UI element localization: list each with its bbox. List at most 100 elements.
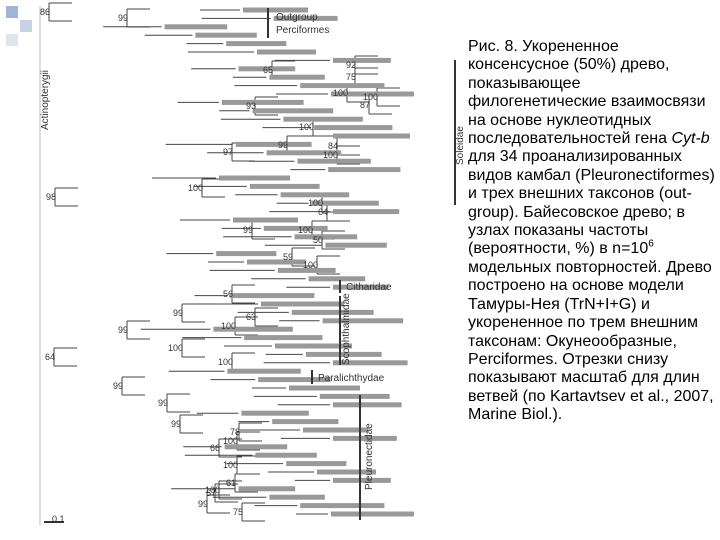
species-label [317, 469, 376, 475]
caption-text: Рис. 8. Укорененное консенсусное (50%) д… [468, 38, 706, 148]
species-label [269, 494, 325, 500]
species-label [289, 385, 360, 391]
species-label [272, 419, 339, 425]
species-label [300, 83, 385, 89]
species-label [226, 41, 287, 47]
support-value: 75 [346, 72, 356, 82]
support-value: 63 [246, 312, 256, 322]
support-value: 59 [283, 252, 293, 262]
species-label [227, 368, 301, 374]
support-value: 93 [246, 101, 256, 111]
species-label [314, 125, 393, 131]
support-value: 100 [205, 485, 220, 495]
support-value: 99 [198, 499, 208, 509]
species-label [238, 66, 296, 72]
species-label [297, 158, 371, 164]
support-value: 66 [210, 443, 220, 453]
group-label: Actinopterygii [40, 70, 51, 130]
support-value: 100 [221, 321, 236, 331]
support-value: 100 [223, 460, 238, 470]
species-label [243, 7, 308, 13]
support-value: 92 [346, 60, 356, 70]
support-value: 97 [223, 147, 233, 157]
species-label [221, 99, 304, 105]
species-label [258, 377, 331, 383]
support-value: 100 [168, 343, 183, 353]
caption-text: модельных повторностей. Древо построено … [468, 258, 714, 424]
species-label [261, 301, 344, 307]
support-value: 100 [218, 357, 233, 367]
species-label [249, 183, 320, 189]
species-label [235, 141, 312, 147]
species-label [238, 486, 296, 492]
species-label [244, 335, 323, 341]
species-label [305, 351, 382, 357]
species-label [277, 267, 336, 273]
group-label: Outgroup [276, 12, 318, 23]
species-label [303, 427, 368, 433]
species-label [280, 192, 350, 198]
support-value: 99 [118, 13, 128, 23]
species-label [333, 209, 400, 215]
species-label [311, 200, 379, 206]
species-label [331, 91, 414, 97]
support-value: 100 [363, 92, 378, 102]
tips [164, 7, 414, 517]
species-label [273, 15, 338, 21]
species-label [241, 410, 309, 416]
species-label [333, 477, 391, 483]
species-label [333, 360, 408, 366]
deco-square [6, 34, 18, 46]
group-label: Perciformes [276, 25, 329, 36]
deco-square [6, 6, 18, 18]
species-label [325, 242, 387, 248]
support-value: 61 [226, 478, 236, 488]
species-label [333, 284, 389, 290]
support-value: 100 [298, 225, 313, 235]
species-label [275, 343, 352, 349]
group-label: Pleuronectidae [364, 423, 375, 490]
species-label [333, 402, 402, 408]
support-value: 65 [263, 65, 273, 75]
exponent: 6 [648, 239, 654, 251]
species-label [247, 259, 306, 265]
support-value: 50 [313, 235, 323, 245]
species-label [213, 326, 293, 332]
species-label [333, 133, 410, 139]
species-label [252, 108, 334, 114]
species-label [322, 318, 404, 324]
species-label [263, 225, 328, 231]
group-label: Citharidae [346, 282, 392, 293]
support-value: 100 [223, 436, 238, 446]
species-label [294, 234, 358, 240]
support-value: 56 [223, 289, 233, 299]
support-value: 99 [243, 225, 253, 235]
support-value: 100 [308, 198, 323, 208]
species-label [257, 49, 316, 55]
species-label [269, 74, 325, 80]
species-label [255, 452, 317, 458]
deco-square [20, 20, 32, 32]
support-value: 84 [328, 141, 338, 151]
species-label [308, 276, 366, 282]
support-value: 64 [318, 207, 328, 217]
support-value: 99 [118, 325, 128, 335]
species-label [333, 57, 391, 63]
species-label [291, 309, 374, 315]
support-value: 99 [171, 419, 181, 429]
support-value: 99 [113, 381, 123, 391]
support-value: 100 [188, 183, 203, 193]
support-value: 100 [333, 88, 348, 98]
group-label: Soleidae [455, 126, 466, 165]
support-value: 99 [158, 398, 168, 408]
group-label: Scophthalmidae [341, 293, 352, 365]
species-label [286, 461, 347, 467]
scale-label: 0.1 [52, 514, 65, 524]
caption: Рис. 8. Укорененное консенсусное (50%) д… [468, 38, 716, 425]
support-value: 87 [360, 100, 370, 110]
species-label [283, 116, 363, 122]
species-label [300, 503, 385, 509]
group-label: Paralichthydae [318, 373, 385, 384]
caption-text: для 34 проанализированных видов камбал (… [468, 148, 715, 258]
